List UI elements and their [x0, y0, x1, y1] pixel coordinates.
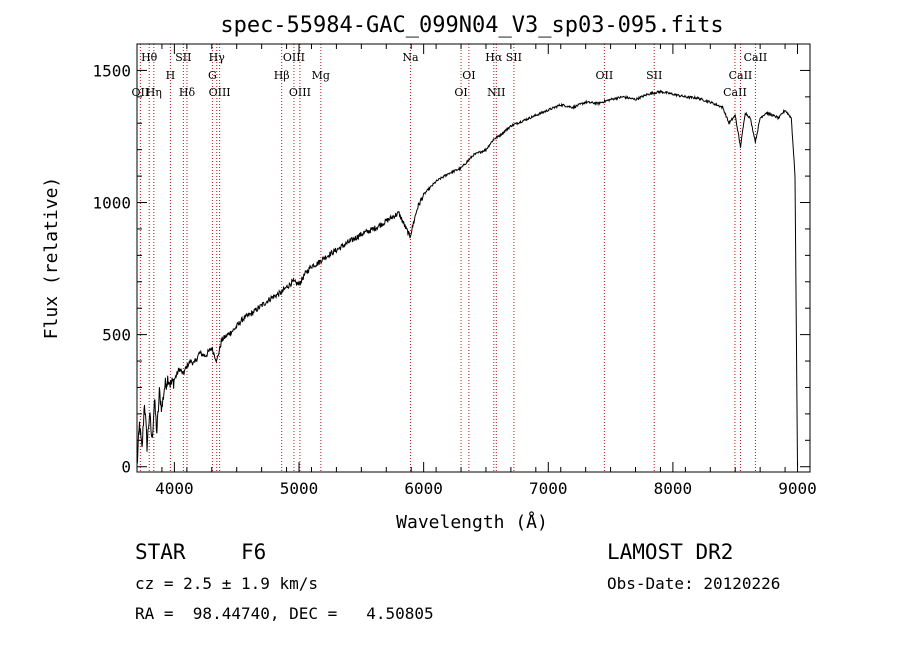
line-marker-label: SII: [646, 69, 662, 82]
redshift-cz: cz = 2.5 ± 1.9 km/s: [135, 574, 319, 593]
line-marker-label: Hα: [485, 51, 503, 64]
line-marker-label: SII: [506, 51, 522, 64]
line-marker-label: OIII: [209, 86, 231, 99]
line-marker-label: OIII: [289, 86, 311, 99]
line-marker-label: OI: [454, 86, 467, 99]
y-axis-ticks: 0 500 1000 1500: [92, 43, 810, 477]
y-axis-label: Flux (relative): [41, 177, 62, 340]
x-axis-ticks: 4000 5000 6000 7000 8000 9000: [136, 44, 817, 498]
object-class: STAR: [135, 540, 186, 564]
line-marker-label: SII: [175, 51, 191, 64]
line-marker-label: OI: [462, 69, 475, 82]
line-marker-label: Hθ: [141, 51, 158, 64]
line-marker-label: Hβ: [274, 69, 290, 82]
line-marker-label: OII: [596, 69, 614, 82]
emission-line-labels: HθOIIHηSIIHHδHγGOIIIOIIIHβOIIIMgNaOIOIHα…: [132, 51, 768, 99]
line-marker-label: Hδ: [179, 86, 196, 99]
object-subclass: F6: [241, 540, 267, 564]
y-tick-label: 1500: [92, 61, 131, 80]
line-marker-label: CaII: [729, 69, 753, 82]
line-marker-label: Hη: [146, 86, 162, 99]
line-marker-label: NII: [487, 86, 505, 99]
coordinates-ra-dec: RA = 98.44740, DEC = 4.50805: [135, 604, 434, 623]
spectrum-line: [136, 89, 798, 467]
line-marker-label: H: [166, 69, 176, 82]
plot-frame: [136, 43, 811, 473]
y-tick-label: 0: [121, 458, 131, 477]
y-tick-label: 1000: [92, 194, 131, 213]
line-marker-label: Na: [402, 51, 419, 64]
line-marker-label: CaII: [744, 51, 768, 64]
line-marker-label: OII: [132, 86, 150, 99]
x-tick-label: 9000: [778, 479, 817, 498]
x-tick-label: 6000: [404, 479, 443, 498]
line-marker-label: Mg: [312, 69, 330, 82]
x-tick-label: 8000: [654, 479, 693, 498]
x-tick-label: 5000: [280, 479, 319, 498]
x-tick-label: 7000: [529, 479, 568, 498]
y-tick-label: 500: [102, 326, 131, 345]
x-tick-label: 4000: [155, 479, 194, 498]
x-axis-label: Wavelength (Å): [396, 511, 548, 533]
chart-title: spec-55984-GAC_099N04_V3_sp03-095.fits: [220, 13, 723, 38]
survey-name: LAMOST DR2: [607, 540, 734, 564]
line-marker-label: Hγ: [209, 51, 226, 64]
line-marker-label: CaII: [723, 86, 747, 99]
emission-line-markers: [139, 44, 756, 472]
line-marker-label: OIII: [283, 51, 305, 64]
observation-date: Obs-Date: 20120226: [607, 574, 781, 593]
line-marker-label: G: [208, 69, 217, 82]
